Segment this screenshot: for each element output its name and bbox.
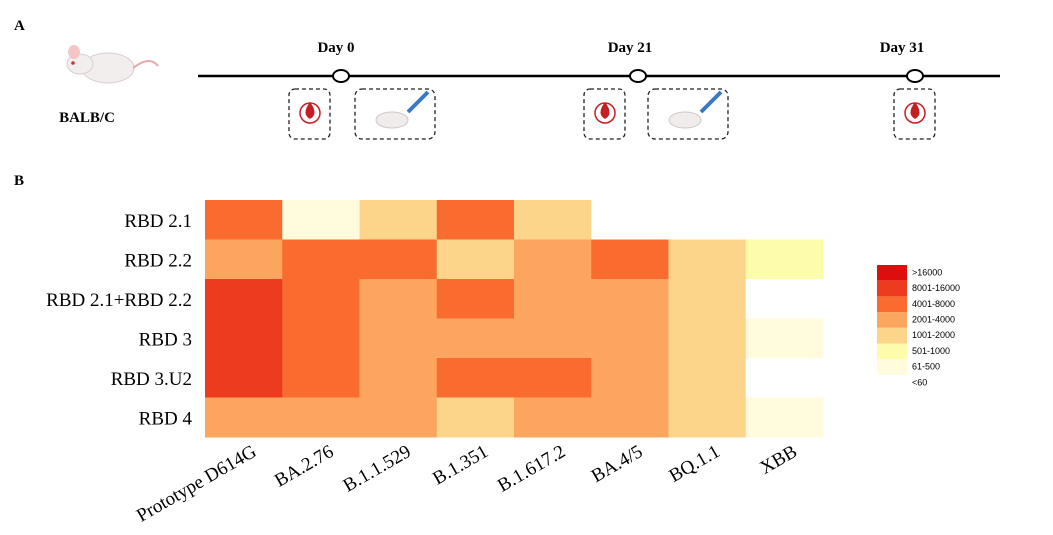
legend-label: 4001-8000: [912, 299, 955, 309]
column-label: B.1.617.2: [494, 441, 569, 496]
column-label: XBB: [757, 441, 801, 479]
heat-cell: [669, 200, 747, 240]
heat-cell: [205, 398, 283, 438]
legend-swatch: [877, 328, 907, 344]
heat-cell: [746, 200, 824, 240]
column-label: BA.2.76: [271, 441, 337, 491]
heat-cell: [669, 358, 747, 398]
column-label: BQ.1.1: [666, 441, 724, 487]
row-label: RBD 2.1+RBD 2.2: [46, 290, 192, 311]
heat-cell: [746, 358, 824, 398]
figure: A BALB/C Day 0 Day 21 Day 31 B RBD 2.1RB…: [0, 0, 1053, 535]
heat-cell: [437, 358, 515, 398]
heat-cell: [437, 279, 515, 319]
legend-label: 501-1000: [912, 346, 950, 356]
legend-label: >16000: [912, 267, 942, 277]
heat-cell: [360, 200, 438, 240]
heat-cell: [282, 358, 360, 398]
heat-cell: [746, 398, 824, 438]
row-label: RBD 2.1: [124, 211, 192, 232]
column-label: BA.4/5: [588, 441, 647, 487]
legend-label: 61-500: [912, 362, 940, 372]
row-label: RBD 3.U2: [111, 369, 192, 390]
heat-cell: [282, 398, 360, 438]
mouse-icon: [67, 45, 158, 83]
heat-cell: [205, 279, 283, 319]
heat-cell: [205, 200, 283, 240]
heat-cell: [282, 240, 360, 280]
heat-cell: [514, 398, 592, 438]
heat-cell: [669, 319, 747, 359]
column-label: B.1.351: [429, 441, 492, 489]
legend-swatch: [877, 344, 907, 360]
legend-swatch: [877, 296, 907, 312]
legend-swatch: [877, 359, 907, 375]
panel-label: B: [14, 173, 24, 189]
legend-label: 2001-4000: [912, 314, 955, 324]
heat-cell: [205, 358, 283, 398]
heat-cell: [360, 398, 438, 438]
heat-cell: [669, 398, 747, 438]
heat-cell: [514, 200, 592, 240]
heat-cell: [282, 279, 360, 319]
heat-cell: [205, 319, 283, 359]
heat-cell: [746, 279, 824, 319]
legend-label: 8001-16000: [912, 283, 960, 293]
panel-label: A: [14, 18, 25, 34]
heat-cell: [591, 200, 669, 240]
heat-cell: [282, 200, 360, 240]
heat-cell: [437, 200, 515, 240]
row-label: RBD 2.2: [124, 250, 192, 271]
injection-icons: [355, 89, 728, 139]
column-label: Prototype D614G: [133, 441, 260, 527]
heat-cell: [514, 240, 592, 280]
day-label: Day 31: [880, 40, 925, 56]
row-label: RBD 3: [139, 329, 192, 350]
legend-swatch: [877, 281, 907, 297]
heat-cell: [437, 319, 515, 359]
heat-cell: [205, 240, 283, 280]
heat-cell: [514, 319, 592, 359]
day-label: Day 21: [608, 40, 653, 56]
heat-cell: [360, 279, 438, 319]
heat-cell: [360, 319, 438, 359]
heat-cell: [591, 398, 669, 438]
heat-cell: [514, 279, 592, 319]
heat-cell: [669, 279, 747, 319]
column-label: B.1.1.529: [340, 441, 415, 496]
legend-label: <60: [912, 377, 927, 387]
legend-swatch: [877, 312, 907, 328]
heat-cell: [591, 279, 669, 319]
row-label: RBD 4: [139, 408, 193, 429]
heat-cell: [360, 358, 438, 398]
heat-cell: [591, 319, 669, 359]
strain-label: BALB/C: [59, 110, 115, 126]
heat-cell: [591, 240, 669, 280]
heatmap: RBD 2.1 RBD 2.2 RBD 2.1+RBD 2.2 RBD 3 RBD 3.…: [46, 200, 960, 527]
heat-cell: [669, 240, 747, 280]
heat-cell: [437, 240, 515, 280]
heat-cell: [360, 240, 438, 280]
legend-swatch: [877, 375, 907, 391]
heat-cell: [746, 240, 824, 280]
heat-cell: [591, 358, 669, 398]
legend-label: 1001-2000: [912, 330, 955, 340]
heat-cell: [514, 358, 592, 398]
heat-cell: [282, 319, 360, 359]
heat-cell: [746, 319, 824, 359]
legend-swatch: [877, 265, 907, 281]
day-label: Day 0: [317, 40, 354, 56]
heat-cell: [437, 398, 515, 438]
